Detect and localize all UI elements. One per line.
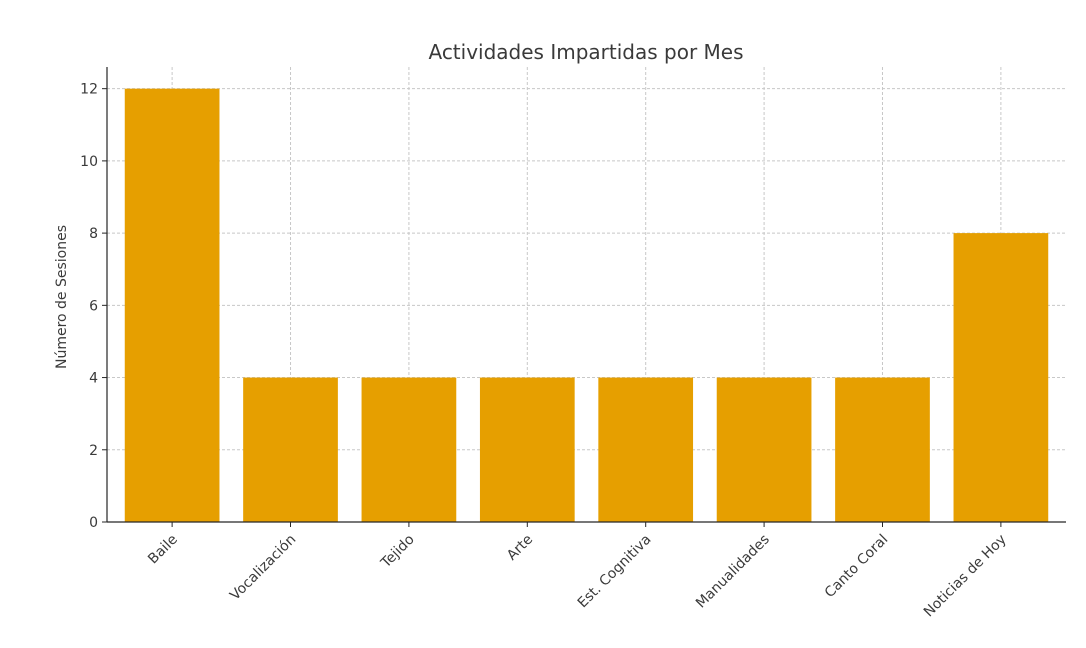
- y-tick-label: 2: [89, 443, 98, 459]
- bar: [953, 233, 1049, 522]
- x-ticks: Baile Vocalización Tejido Arte Est. Cognitiv…: [145, 522, 1010, 620]
- bar: [361, 377, 457, 522]
- x-tick-label: Noticias de Hoy: [921, 532, 1010, 621]
- x-tick-label: Vocalización: [227, 532, 299, 604]
- axes: [106, 67, 1066, 523]
- y-tick-label: 10: [80, 154, 98, 170]
- y-tick-label: 0: [89, 515, 98, 531]
- bars: [124, 88, 1049, 523]
- y-ticks: 0 2 4 6 8 10 12: [80, 82, 107, 531]
- x-tick-label: Est. Cognitiva: [575, 532, 655, 612]
- bar: [716, 377, 812, 522]
- chart-title: Actividades Impartidas por Mes: [428, 40, 743, 64]
- bar: [479, 377, 575, 522]
- x-tick-label: Canto Coral: [822, 532, 892, 602]
- bar: [243, 377, 338, 522]
- y-axis-label: Número de Sesiones: [54, 225, 70, 369]
- x-tick-label: Manualidades: [693, 532, 773, 612]
- bar: [598, 377, 694, 522]
- y-tick-label: 12: [80, 82, 98, 98]
- bar: [124, 88, 220, 523]
- x-tick-label: Baile: [145, 532, 181, 568]
- x-tick-label: Arte: [504, 532, 536, 564]
- bar: [835, 377, 930, 522]
- y-tick-label: 8: [89, 226, 98, 242]
- y-tick-label: 4: [89, 371, 98, 387]
- y-tick-label: 6: [89, 298, 98, 314]
- x-tick-label: Tejido: [377, 532, 417, 572]
